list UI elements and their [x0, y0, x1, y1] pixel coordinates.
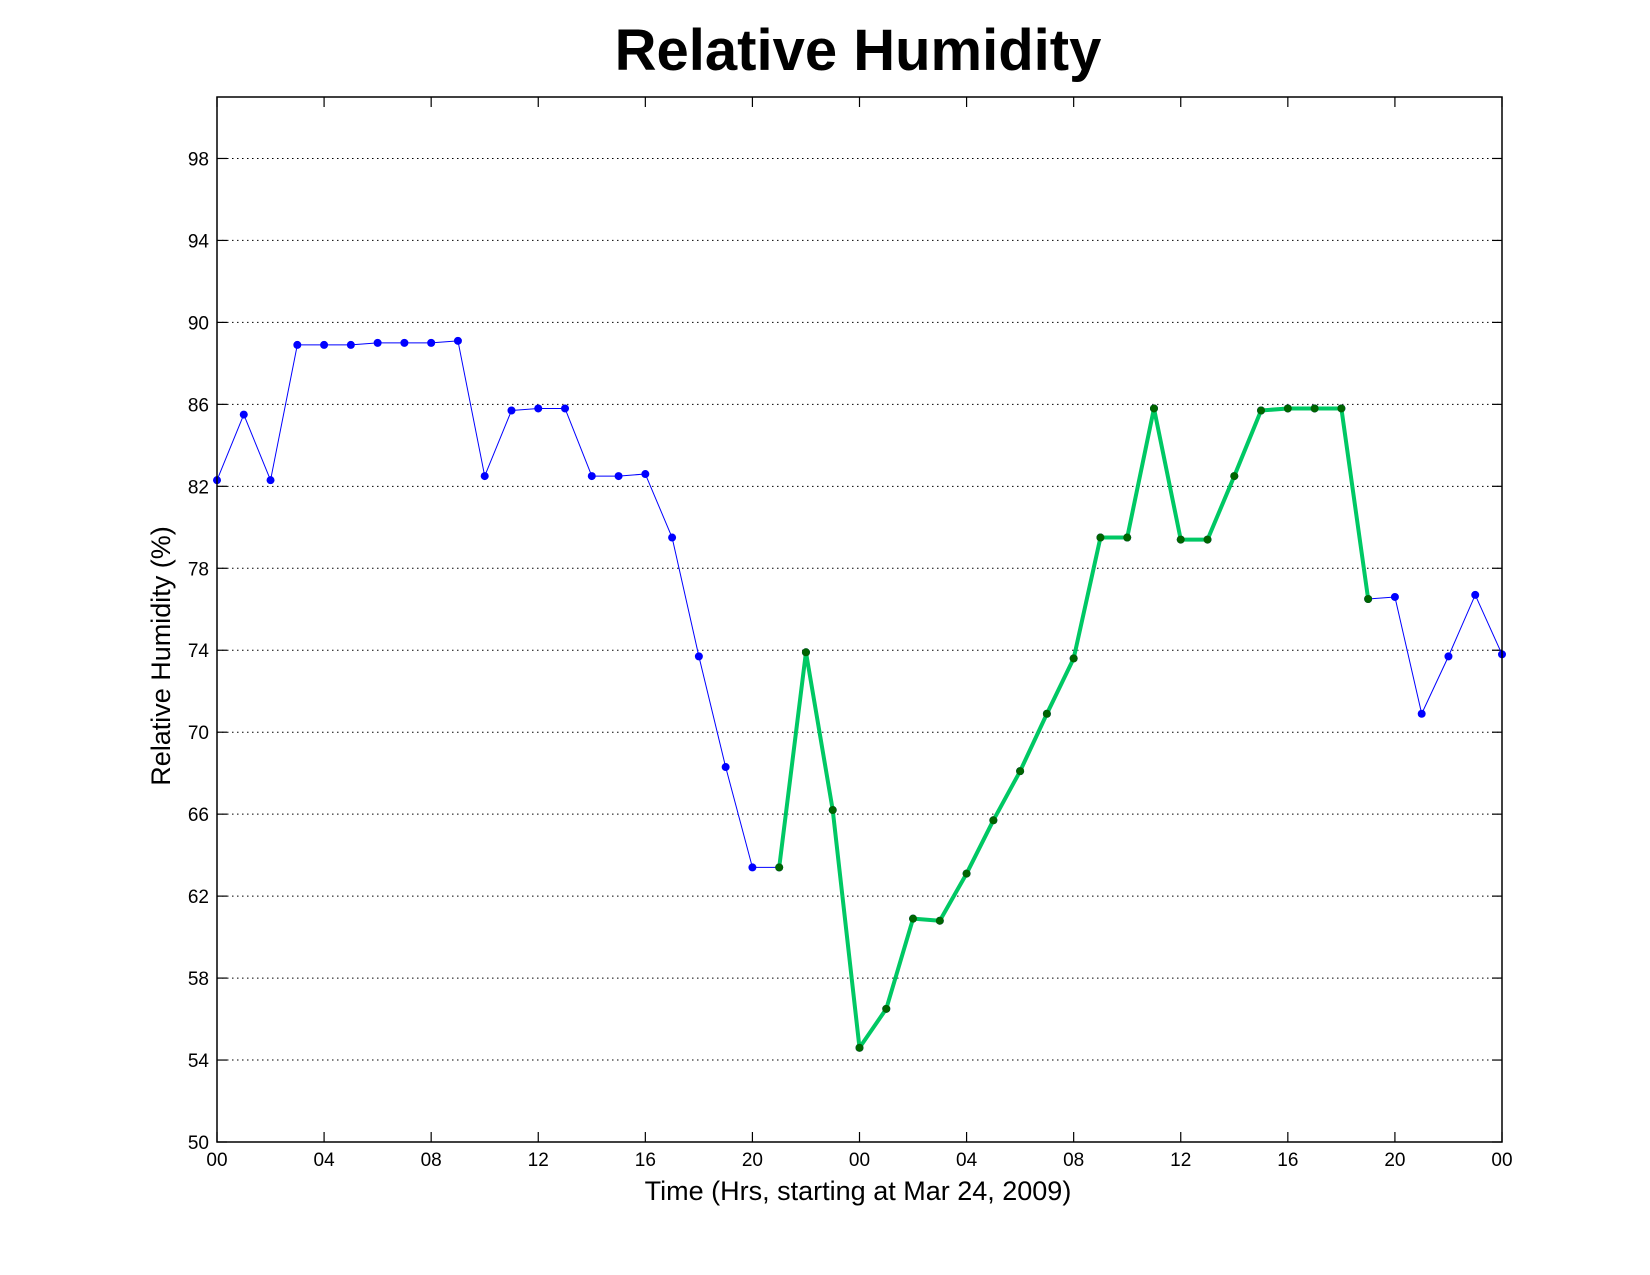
x-tick-label: 00 — [206, 1150, 227, 1171]
data-point — [668, 533, 677, 542]
data-point — [909, 914, 918, 923]
data-point — [1123, 533, 1132, 542]
y-tick-label: 86 — [188, 395, 209, 416]
series-line-1 — [216, 340, 1503, 1049]
data-point — [1390, 592, 1399, 601]
data-point — [801, 648, 810, 657]
x-tick-label: 00 — [1491, 1150, 1512, 1171]
x-tick-label: 12 — [528, 1150, 549, 1171]
data-point — [614, 472, 623, 481]
x-tick-label: 00 — [849, 1150, 870, 1171]
data-point — [453, 336, 462, 345]
data-point — [775, 863, 784, 872]
y-tick-label: 54 — [188, 1051, 210, 1072]
x-tick-label: 08 — [1063, 1150, 1084, 1171]
plot-frame — [216, 96, 1503, 1143]
data-point — [1471, 590, 1480, 599]
data-point — [855, 1043, 864, 1052]
data-point — [561, 404, 570, 413]
data-point — [641, 470, 650, 479]
y-tick-label: 82 — [188, 477, 209, 498]
x-axis-label: Time (Hrs, starting at Mar 24, 2009) — [645, 1176, 1072, 1206]
data-point — [694, 652, 703, 661]
data-point — [935, 916, 944, 925]
data-point — [748, 863, 757, 872]
tick-layer: 50 54 58 62 66 70 74 78 82 86 90 94 98 00 04 08 12 16 20 00… — [188, 97, 1513, 1171]
x-tick-label: 20 — [742, 1150, 763, 1171]
data-point — [320, 340, 329, 349]
data-point — [721, 763, 730, 772]
data-point — [1337, 404, 1346, 413]
data-point — [427, 338, 436, 347]
data-point — [1364, 595, 1373, 604]
y-axis-label: Relative Humidity (%) — [146, 526, 176, 786]
y-tick-label: 90 — [188, 313, 209, 334]
data-point — [1096, 533, 1105, 542]
y-tick-label: 50 — [188, 1133, 209, 1154]
x-tick-label: 04 — [314, 1150, 336, 1171]
data-point — [266, 476, 275, 485]
data-point — [1283, 404, 1292, 413]
data-point — [373, 338, 382, 347]
x-tick-label: 04 — [956, 1150, 978, 1171]
data-point — [1310, 404, 1319, 413]
data-point — [1176, 535, 1185, 544]
data-point — [1203, 535, 1212, 544]
y-tick-label: 94 — [188, 231, 210, 252]
data-point — [480, 472, 489, 481]
data-point — [1149, 404, 1158, 413]
grid-layer — [217, 157, 1502, 1061]
data-point — [989, 816, 998, 825]
x-tick-label: 08 — [421, 1150, 442, 1171]
x-tick-label: 16 — [635, 1150, 656, 1171]
data-point — [1069, 654, 1078, 663]
data-point — [587, 472, 596, 481]
y-tick-label: 98 — [188, 149, 209, 170]
series-layer — [213, 336, 1506, 1052]
data-point — [828, 806, 837, 815]
y-tick-label: 62 — [188, 887, 209, 908]
y-tick-label: 70 — [188, 723, 209, 744]
x-tick-label: 16 — [1277, 1150, 1298, 1171]
data-point — [1444, 652, 1453, 661]
data-point — [1230, 472, 1239, 481]
data-point — [882, 1004, 891, 1013]
data-point — [1016, 767, 1025, 776]
data-point — [239, 410, 248, 419]
data-point — [1417, 709, 1426, 718]
x-tick-label: 12 — [1170, 1150, 1191, 1171]
y-tick-label: 66 — [188, 805, 209, 826]
series-line-2 — [777, 406, 1371, 1050]
y-tick-label: 74 — [188, 641, 210, 662]
data-point — [1042, 709, 1051, 718]
data-point — [400, 338, 409, 347]
data-point — [346, 340, 355, 349]
chart-title: Relative Humidity — [615, 18, 1102, 83]
x-tick-label: 20 — [1384, 1150, 1405, 1171]
data-point — [507, 406, 516, 415]
y-tick-label: 78 — [188, 559, 209, 580]
data-point — [962, 869, 971, 878]
data-point — [1257, 406, 1266, 415]
y-tick-label: 58 — [188, 969, 209, 990]
data-point — [293, 340, 302, 349]
data-point — [534, 404, 543, 413]
